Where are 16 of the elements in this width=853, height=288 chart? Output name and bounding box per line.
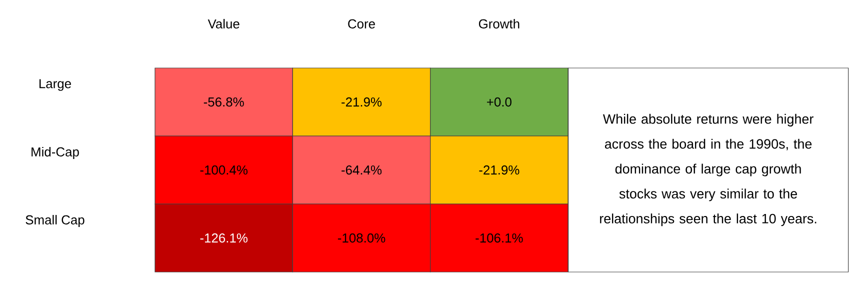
y-tick-label: Large — [40, 79, 71, 91]
data-label: -56.8% — [204, 97, 244, 107]
y-tick-label: Small Cap — [26, 214, 84, 228]
data-label: -21.9% — [342, 97, 382, 107]
data-label: -126.1% — [200, 233, 248, 243]
data-label: -21.9% — [479, 165, 520, 175]
data-label: -106.1% — [476, 233, 523, 243]
data-label: -64.4% — [342, 165, 382, 175]
y-tick-label: Mid-Cap — [32, 146, 79, 160]
data-label: -108.0% — [338, 233, 386, 243]
data-label: +0.0 — [487, 97, 512, 107]
x-tick-label: Growth — [478, 18, 520, 28]
x-tick-label: Value — [208, 18, 240, 28]
data-label: -100.4% — [200, 165, 248, 175]
text: While absolute returns were higher across the board in the 1990s, the dominance of large cap growth stocks was very similar to the relationships seen the last 10 years. — [600, 114, 816, 226]
x-tick-label: Core — [348, 19, 375, 28]
